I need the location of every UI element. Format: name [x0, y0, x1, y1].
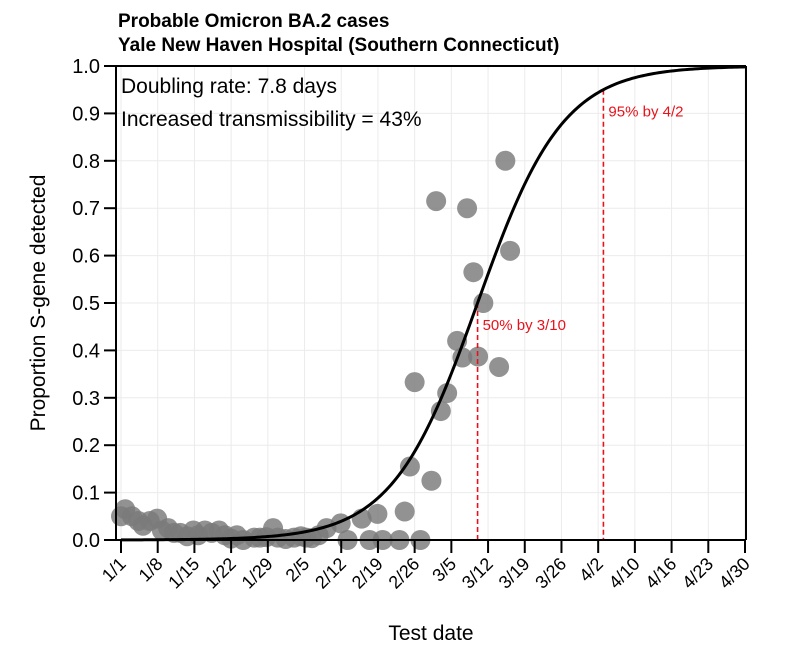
x-axis-title: Test date	[388, 622, 473, 645]
data-point-50	[457, 198, 478, 219]
x-tick-label-4: 1/29	[238, 554, 277, 593]
x-tick-label-12: 3/26	[531, 554, 570, 593]
x-tick-label-17: 4/30	[715, 554, 754, 593]
data-point-42	[404, 372, 425, 393]
x-tick-label-14: 4/10	[605, 554, 644, 593]
data-point-45	[430, 401, 451, 422]
x-tick-label-16: 4/23	[678, 554, 717, 593]
reference-lines: 50% by 3/10 95% by 4/2	[476, 89, 683, 540]
chart-subtitle: Yale New Haven Hospital (Southern Connec…	[118, 35, 559, 56]
data-points	[111, 150, 521, 550]
x-tick-label-6: 2/12	[311, 554, 350, 593]
y-tick-label-7: 0.7	[72, 198, 100, 220]
y-tick-label-9: 0.9	[72, 103, 100, 125]
chart-title: Probable Omicron BA.2 cases	[118, 11, 389, 32]
x-tick-label-7: 2/19	[348, 554, 387, 593]
x-tick-label-1: 1/8	[135, 554, 167, 586]
data-point-55	[495, 150, 516, 171]
x-tick-label-0: 1/1	[98, 554, 130, 586]
x-tick-label-10: 3/12	[458, 554, 497, 593]
x-tick-label-5: 2/5	[282, 554, 314, 586]
data-point-56	[500, 240, 521, 261]
y-ticks: 0.0 0.1 0.2 0.3 0.4 0.5 0.6 0.7 0.8 0.9 1.0	[72, 56, 116, 552]
grid	[116, 65, 746, 541]
x-tick-label-9: 3/5	[428, 554, 460, 586]
y-tick-label-0: 0.0	[72, 530, 100, 552]
y-tick-label-2: 0.2	[72, 435, 100, 457]
x-tick-label-8: 2/26	[385, 554, 424, 593]
logistic-fit-curve	[120, 65, 746, 542]
transmissibility-annotation: Increased transmissibility = 43%	[121, 108, 422, 131]
data-point-49	[452, 347, 473, 368]
x-tick-label-3: 1/22	[201, 554, 240, 593]
x-tick-label-11: 3/19	[495, 554, 534, 593]
data-point-54	[489, 356, 510, 377]
y-tick-label-8: 0.8	[72, 151, 100, 173]
y-axis-title: Proportion S-gene detected	[27, 175, 50, 432]
data-point-47	[426, 191, 447, 212]
data-point-51	[463, 262, 484, 283]
y-tick-label-10: 1.0	[72, 56, 100, 78]
data-point-52	[468, 346, 489, 367]
data-point-41	[399, 456, 420, 477]
doubling-rate-annotation: Doubling rate: 7.8 days	[121, 75, 337, 98]
data-point-44	[421, 470, 442, 491]
data-point-40	[394, 501, 415, 522]
x-tick-label-15: 4/16	[641, 554, 680, 593]
reference-label-1: 95% by 4/2	[608, 104, 683, 121]
y-tick-label-4: 0.4	[72, 340, 100, 362]
x-tick-label-2: 1/15	[164, 554, 203, 593]
y-tick-label-1: 0.1	[72, 483, 100, 505]
x-tick-label-13: 4/2	[575, 554, 607, 586]
y-tick-label-6: 0.6	[72, 246, 100, 268]
y-tick-label-5: 0.5	[72, 293, 100, 315]
reference-label-0: 50% by 3/10	[483, 317, 566, 334]
y-tick-label-3: 0.3	[72, 388, 100, 410]
data-point-37	[367, 503, 388, 524]
